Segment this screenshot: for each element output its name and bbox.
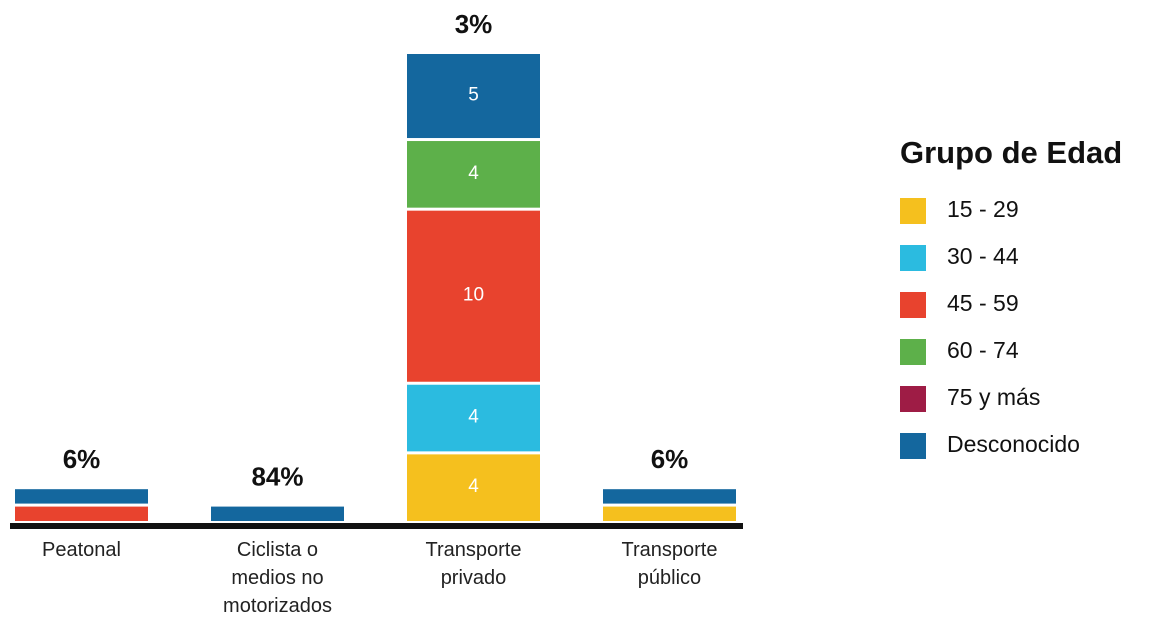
value-label: 10 [463, 285, 484, 306]
x-tick-label: Transporte público [621, 539, 718, 589]
legend-swatch [900, 292, 926, 318]
legend-label: 30 - 44 [947, 243, 1019, 269]
bar-segment [211, 506, 344, 521]
total-label: 84% [251, 461, 303, 491]
bar-segment [603, 489, 736, 504]
legend-swatch [900, 198, 926, 224]
legend-swatch [900, 245, 926, 271]
total-label: 3% [455, 9, 493, 39]
total-label: 6% [651, 444, 689, 474]
bar-segment [407, 384, 540, 452]
bar-segment [15, 506, 148, 521]
legend-swatch [900, 339, 926, 365]
bar-segment [15, 489, 148, 504]
x-tick-label: Transporte privado [425, 539, 522, 589]
legend-label: 15 - 29 [947, 196, 1019, 222]
value-label: 4 [468, 476, 479, 497]
bar-segment [603, 506, 736, 521]
legend-swatch [900, 433, 926, 459]
legend-label: 75 y más [947, 384, 1040, 410]
bar-segment [407, 141, 540, 208]
legend-label: Desconocido [947, 431, 1080, 457]
value-label: 4 [468, 163, 479, 184]
value-label: 5 [468, 85, 479, 106]
bar-segment [407, 454, 540, 521]
legend-label: 45 - 59 [947, 290, 1019, 316]
total-label: 6% [63, 444, 101, 474]
x-tick-label: Peatonal [42, 539, 121, 561]
legend-label: 60 - 74 [947, 337, 1019, 363]
x-tick-label: Ciclista o medios no motorizados [223, 539, 332, 617]
legend-title: Grupo de Edad [900, 135, 1122, 170]
bar-segment [407, 54, 540, 139]
bar-segment [407, 210, 540, 382]
value-label: 4 [468, 407, 479, 428]
legend-swatch [900, 386, 926, 412]
